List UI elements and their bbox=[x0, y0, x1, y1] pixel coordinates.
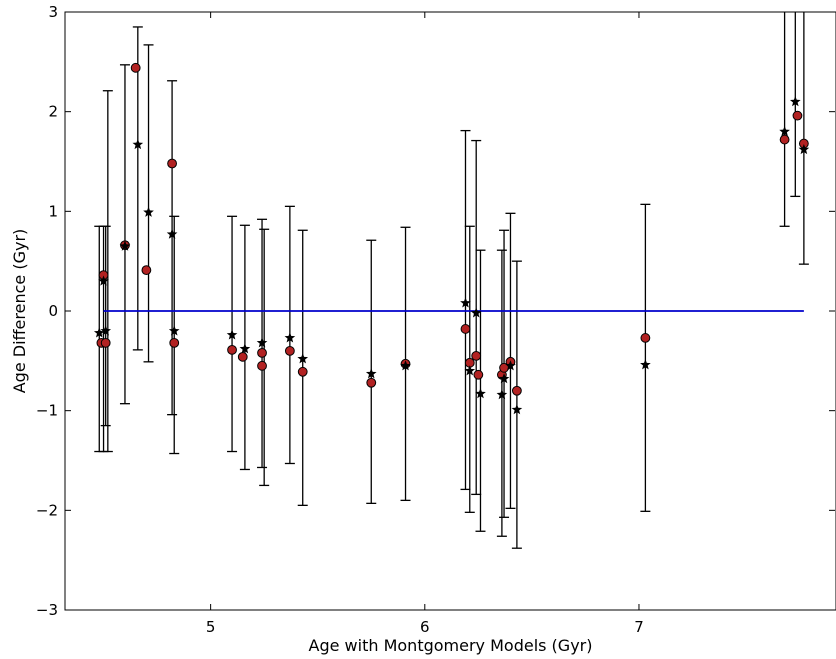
star-point bbox=[505, 360, 516, 371]
errorbar bbox=[779, 12, 790, 227]
circle-point bbox=[792, 110, 803, 121]
circle-point bbox=[297, 366, 308, 377]
star-point bbox=[132, 138, 144, 150]
errorbar bbox=[132, 26, 143, 351]
y-tick-label: 2 bbox=[48, 103, 58, 121]
star-point bbox=[143, 206, 154, 217]
x-axis: 5 6 7 bbox=[206, 12, 644, 636]
errorbar-layer bbox=[94, 12, 809, 549]
errorbar bbox=[259, 228, 270, 487]
circle-point bbox=[237, 351, 248, 362]
circle-point bbox=[284, 345, 295, 356]
circle-point bbox=[169, 337, 180, 348]
marker-layer bbox=[93, 62, 810, 415]
star-point bbox=[640, 359, 651, 370]
star-point bbox=[789, 96, 801, 107]
star-point bbox=[464, 365, 476, 376]
star-point bbox=[498, 373, 510, 384]
y-tick-label: −1 bbox=[36, 402, 58, 420]
star-point bbox=[297, 353, 309, 364]
x-tick-label: 6 bbox=[420, 618, 430, 636]
star-point bbox=[400, 360, 411, 371]
star-point bbox=[496, 389, 508, 400]
star-point bbox=[98, 275, 109, 286]
errorbar bbox=[119, 64, 130, 405]
circle-point bbox=[227, 344, 237, 355]
x-tick-label: 5 bbox=[206, 618, 216, 636]
circle-point bbox=[640, 333, 651, 343]
circle-point bbox=[471, 350, 482, 361]
circle-point bbox=[100, 337, 111, 348]
errorbar bbox=[471, 139, 482, 496]
circle-point bbox=[511, 385, 522, 396]
errorbar bbox=[640, 203, 651, 512]
star-point bbox=[284, 332, 296, 343]
star-point bbox=[779, 126, 790, 137]
circle-point bbox=[257, 347, 267, 358]
y-tick-label: −3 bbox=[36, 601, 58, 619]
star-point bbox=[166, 228, 178, 239]
circle-point bbox=[257, 360, 267, 371]
circle-point bbox=[779, 134, 790, 145]
star-point bbox=[226, 329, 238, 340]
star-point bbox=[470, 307, 482, 318]
star-point bbox=[239, 343, 251, 354]
star-point bbox=[475, 388, 486, 399]
y-axis-label: Age Difference (Gyr) bbox=[10, 229, 29, 394]
y-tick-label: 3 bbox=[48, 3, 58, 21]
errorbar bbox=[790, 12, 801, 198]
star-point bbox=[365, 368, 377, 379]
circle-point bbox=[366, 377, 377, 388]
y-tick-label: 1 bbox=[48, 202, 58, 220]
star-point bbox=[119, 240, 131, 251]
star-point bbox=[100, 325, 112, 336]
y-tick-label: 0 bbox=[48, 302, 58, 320]
star-point bbox=[798, 143, 810, 155]
star-point bbox=[168, 325, 180, 336]
errorbar bbox=[143, 44, 154, 363]
circle-point bbox=[460, 324, 471, 334]
errorbar bbox=[460, 129, 471, 491]
star-point bbox=[256, 337, 268, 348]
circle-point bbox=[141, 265, 152, 276]
star-point bbox=[93, 327, 105, 338]
x-tick-label: 7 bbox=[634, 618, 644, 636]
y-tick-label: −2 bbox=[36, 501, 58, 519]
star-point bbox=[511, 404, 523, 415]
circle-point bbox=[473, 369, 484, 380]
circle-point bbox=[130, 62, 141, 73]
errorbar bbox=[798, 12, 809, 265]
star-point bbox=[460, 297, 471, 308]
y-axis: −3 −2 −1 0 1 2 3 bbox=[36, 3, 835, 619]
circle-point bbox=[167, 158, 177, 169]
x-axis-label: Age with Montgomery Models (Gyr) bbox=[309, 636, 593, 655]
errorbar bbox=[167, 80, 178, 416]
errorbar bbox=[102, 90, 113, 453]
errorbar bbox=[169, 215, 180, 455]
